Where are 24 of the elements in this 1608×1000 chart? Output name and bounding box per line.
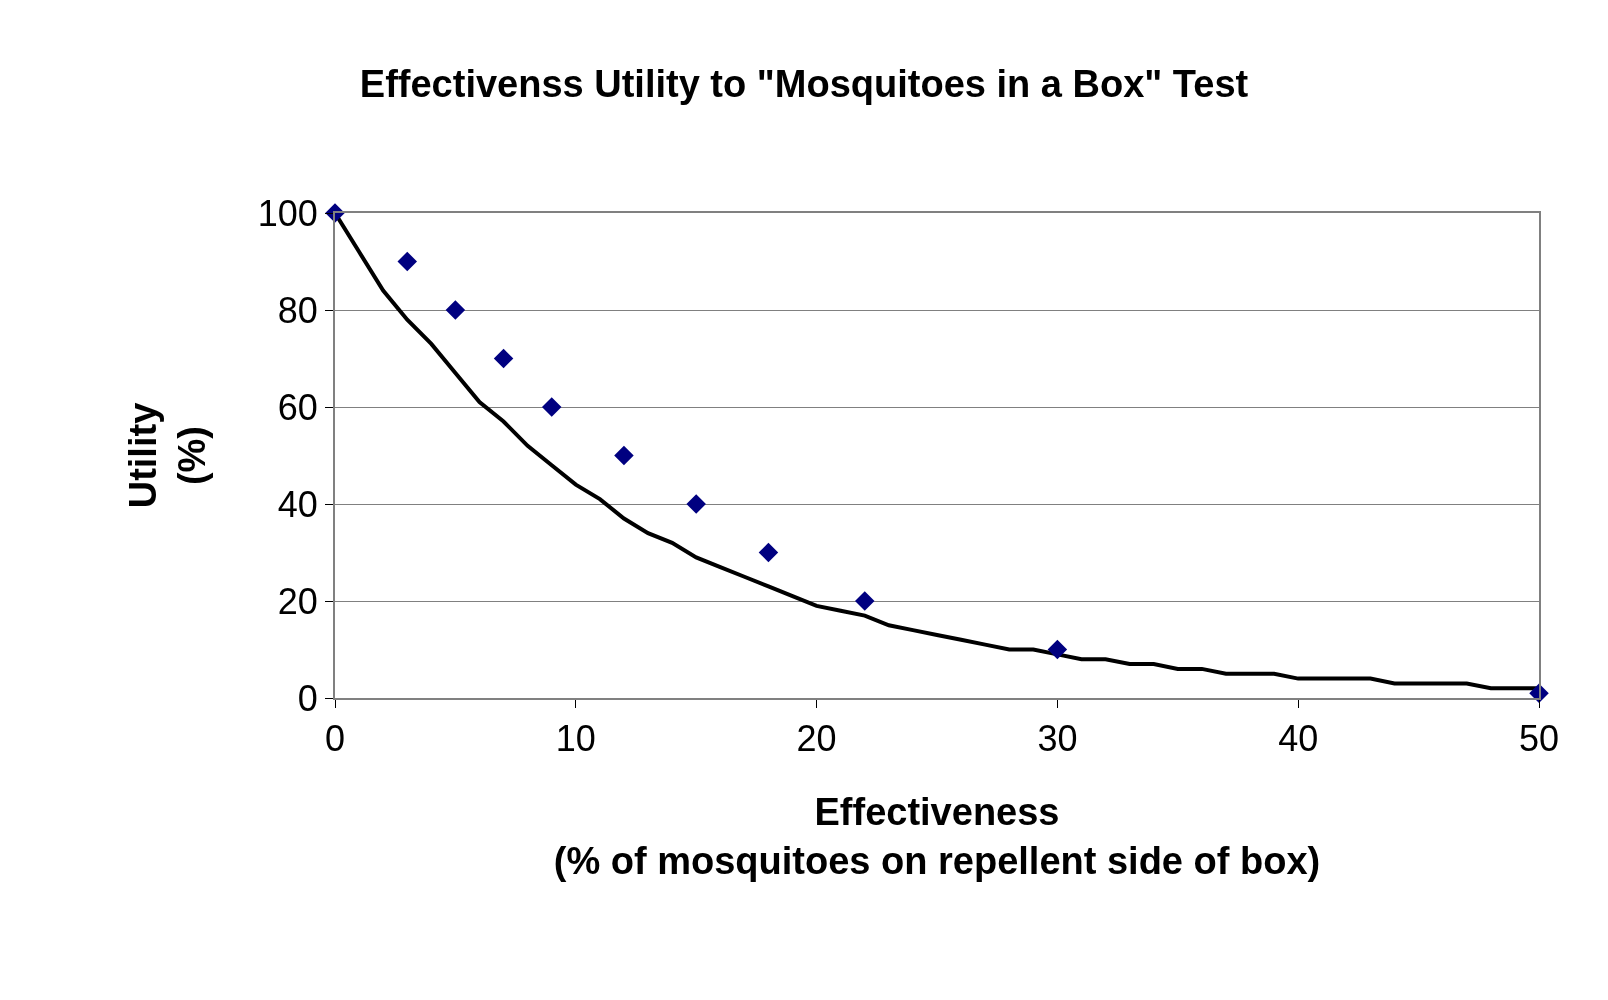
point xyxy=(1047,639,1068,660)
point xyxy=(855,591,875,611)
y-tick-label: 20 xyxy=(277,580,318,622)
x-axis-title: Effectiveness (% of mosquitoes on repellent side of box) xyxy=(553,790,1321,883)
y-tick-label: 80 xyxy=(277,289,318,331)
point xyxy=(493,348,514,369)
y-tick-label: 40 xyxy=(277,483,318,525)
point xyxy=(397,251,417,272)
point xyxy=(541,397,562,417)
x-tick-label: 40 xyxy=(1278,718,1319,760)
y-tick-label: 100 xyxy=(257,192,318,234)
y-tick-label: 0 xyxy=(297,677,318,719)
point xyxy=(614,445,634,466)
x-tick-label: 30 xyxy=(1037,718,1078,760)
x-tick-label: 10 xyxy=(555,718,596,760)
y-axis-title: Utility (%) xyxy=(122,402,214,509)
chart-title: Effectivenss Utility to "Mosquitoes in a Box" Test xyxy=(359,62,1249,105)
point xyxy=(758,542,779,563)
x-tick-label: 20 xyxy=(796,718,837,760)
x-tick-label: 50 xyxy=(1518,718,1560,760)
point xyxy=(445,300,466,320)
point xyxy=(686,494,706,514)
y-tick-label: 60 xyxy=(277,386,318,428)
x-tick-label: 0 xyxy=(324,718,346,760)
